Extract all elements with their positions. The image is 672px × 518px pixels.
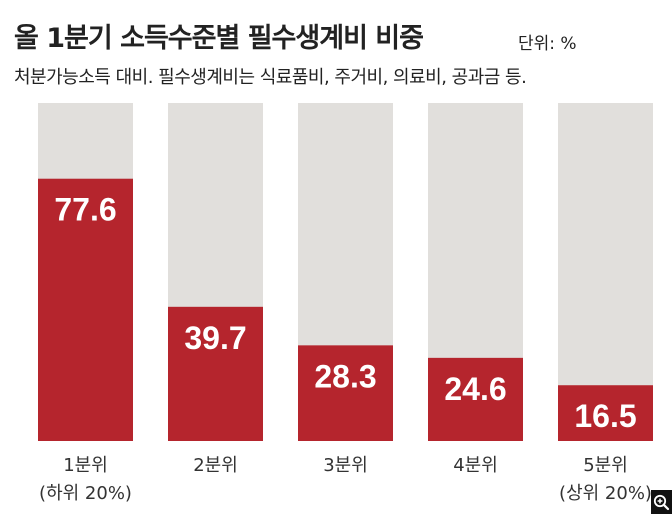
- bar-value-label: 16.5: [574, 398, 636, 434]
- category-label: 1분위: [63, 455, 108, 476]
- bar-group: 39.7 2분위: [168, 103, 263, 476]
- bar-value-label: 24.6: [444, 371, 506, 407]
- bar-value-label: 77.6: [54, 192, 116, 228]
- bar-value-label: 39.7: [184, 320, 246, 356]
- zoom-button[interactable]: [651, 490, 672, 514]
- bar-group: 77.6 1분위 (하위 20%): [38, 103, 133, 504]
- bar-group: 28.3 3분위: [298, 103, 393, 476]
- bar: [558, 385, 653, 441]
- bar: [38, 178, 133, 441]
- bar: [298, 345, 393, 441]
- bar-background: [558, 103, 653, 441]
- category-label: 3분위: [323, 455, 368, 476]
- bar: [428, 357, 523, 441]
- category-label: 4분위: [453, 455, 498, 476]
- category-label: 2분위: [193, 455, 238, 476]
- zoom-in-icon: [653, 494, 670, 511]
- chart-title: 올 1분기 소득수준별 필수생계비 비중: [14, 23, 424, 54]
- unit-label: 단위: %: [518, 34, 577, 54]
- category-label: 5분위: [583, 455, 628, 476]
- bar: [168, 306, 263, 441]
- bar-group: 24.6 4분위: [428, 103, 523, 476]
- chart-subtitle: 처분가능소득 대비. 필수생계비는 식료품비, 주거비, 의료비, 공과금 등.: [14, 67, 527, 88]
- bar-value-label: 28.3: [314, 358, 376, 394]
- category-label: (상위 20%): [559, 483, 652, 504]
- category-label: (하위 20%): [39, 483, 132, 504]
- bar-group: 16.5 5분위 (상위 20%): [558, 103, 653, 504]
